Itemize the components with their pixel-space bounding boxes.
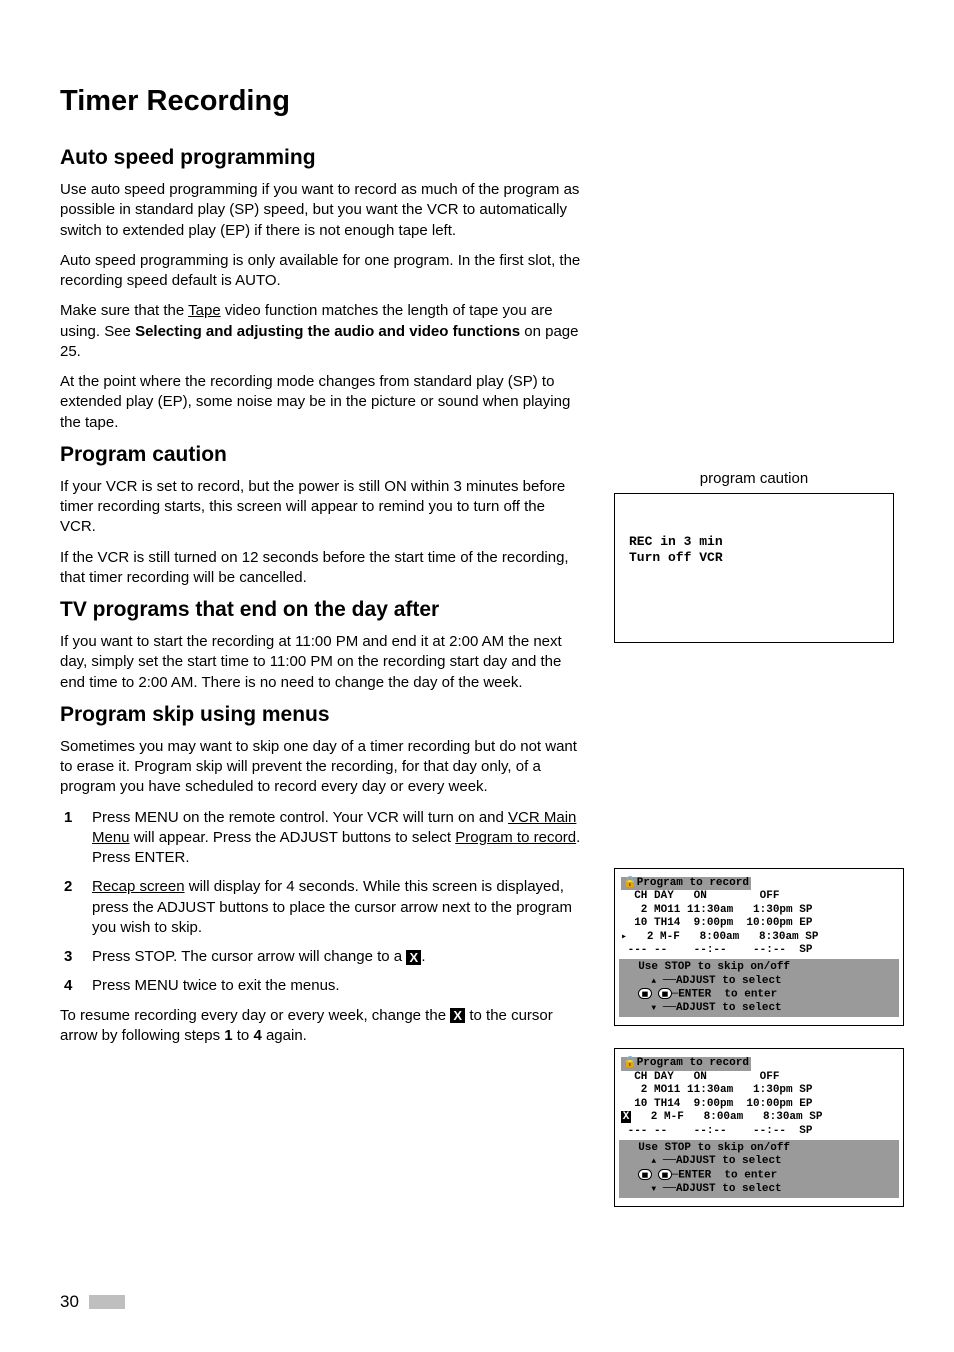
program-screen-2: 🔒Program to record CH DAY ON OFF 2 MO11 … bbox=[614, 1048, 904, 1206]
caution-screen: REC in 3 min Turn off VCR bbox=[614, 493, 894, 643]
step-4: 4 Press MENU twice to exit the menus. bbox=[64, 976, 584, 996]
step-3: 3 Press STOP. The cursor arrow will chan… bbox=[64, 947, 584, 967]
down-icon bbox=[651, 1183, 656, 1195]
auto-speed-p2: Auto speed programming is only available… bbox=[60, 251, 584, 292]
enter-button-icon: ▅ bbox=[638, 1169, 651, 1180]
step-1: 1 Press MENU on the remote control. Your… bbox=[64, 808, 584, 869]
footer-bar-icon bbox=[89, 1295, 125, 1309]
lock-icon: 🔒Program to record bbox=[621, 1057, 751, 1070]
heading-program-caution: Program caution bbox=[60, 443, 584, 467]
auto-speed-p4: At the point where the recording mode ch… bbox=[60, 372, 584, 433]
program-screen-1: 🔒Program to record CH DAY ON OFF 2 MO11 … bbox=[614, 868, 904, 1026]
caution-p2: If the VCR is still turned on 12 seconds… bbox=[60, 548, 584, 589]
page-number: 30 bbox=[60, 1292, 79, 1312]
down-icon bbox=[651, 1002, 656, 1014]
heading-tv-day-after: TV programs that end on the day after bbox=[60, 598, 584, 622]
enter-button-icon: ▅ bbox=[658, 988, 671, 999]
x-icon: X bbox=[450, 1008, 465, 1023]
auto-speed-p1: Use auto speed programming if you want t… bbox=[60, 180, 584, 241]
skip-p1: Sometimes you may want to skip one day o… bbox=[60, 737, 584, 798]
page-title: Timer Recording bbox=[60, 85, 894, 118]
page-footer: 30 bbox=[60, 1292, 125, 1312]
up-icon bbox=[651, 975, 656, 987]
caution-caption: program caution bbox=[614, 470, 894, 487]
x-icon: X bbox=[621, 1111, 631, 1123]
x-icon: X bbox=[406, 950, 421, 965]
heading-program-skip: Program skip using menus bbox=[60, 703, 584, 727]
tv-day-p1: If you want to start the recording at 11… bbox=[60, 632, 584, 693]
step-2: 2 Recap screen will display for 4 second… bbox=[64, 877, 584, 938]
enter-button-icon: ▅ bbox=[638, 988, 651, 999]
enter-button-icon: ▅ bbox=[658, 1169, 671, 1180]
caution-p1: If your VCR is set to record, but the po… bbox=[60, 477, 584, 538]
lock-icon: 🔒Program to record bbox=[621, 877, 751, 890]
heading-auto-speed: Auto speed programming bbox=[60, 146, 894, 170]
auto-speed-p3: Make sure that the Tape video function m… bbox=[60, 301, 584, 362]
skip-resume: To resume recording every day or every w… bbox=[60, 1006, 584, 1047]
skip-steps: 1 Press MENU on the remote control. Your… bbox=[64, 808, 584, 997]
up-icon bbox=[651, 1155, 656, 1167]
